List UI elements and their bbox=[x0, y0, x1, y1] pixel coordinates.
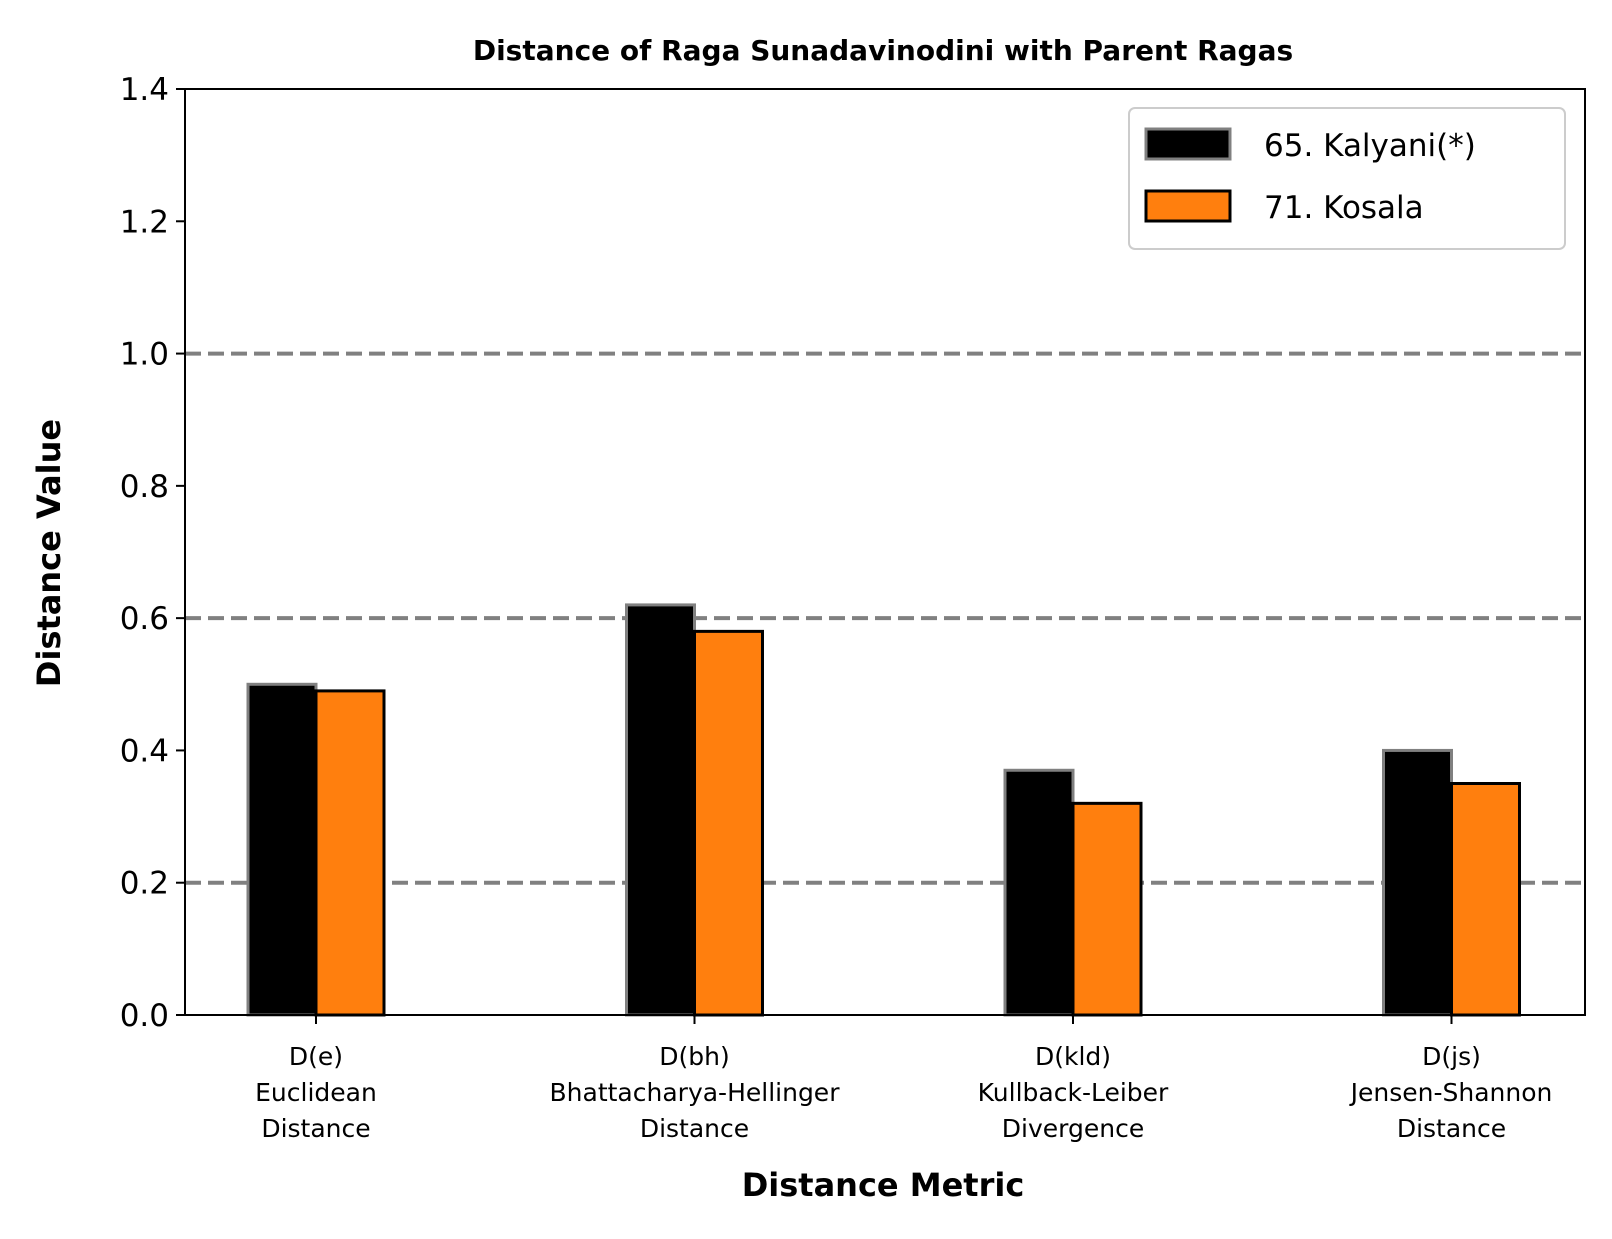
legend: 65. Kalyani(*) 71. Kosala bbox=[1128, 107, 1566, 250]
y-tick-label: 0.0 bbox=[120, 998, 169, 1034]
bar bbox=[1450, 782, 1521, 1017]
x-axis-label: Distance Metric bbox=[742, 1166, 1025, 1204]
bar bbox=[1003, 768, 1075, 1017]
bar bbox=[246, 682, 318, 1017]
bar bbox=[314, 689, 386, 1017]
y-tick-label: 0.2 bbox=[120, 866, 169, 902]
x-tick-label: D(kld) bbox=[1035, 1042, 1111, 1071]
x-tick-label: Euclidean bbox=[255, 1078, 377, 1107]
y-tick-label: 1.4 bbox=[120, 72, 169, 108]
legend-swatch bbox=[1144, 127, 1232, 161]
x-tick-label: Distance bbox=[640, 1114, 749, 1143]
x-tick-label: Kullback-Leiber bbox=[978, 1078, 1169, 1107]
bar bbox=[1382, 748, 1453, 1017]
axes-frame bbox=[184, 88, 1586, 1016]
legend-frame bbox=[1128, 107, 1566, 250]
x-tick-label: D(js) bbox=[1422, 1042, 1481, 1071]
plot-area: 0.0 0.2 0.4 0.6 0.8 1.0 1.2 1.4 D(e) Euclidean Dis… bbox=[120, 72, 1586, 1143]
x-tick-label: Distance bbox=[261, 1114, 370, 1143]
chart-title: Distance of Raga Sunadavinodini with Par… bbox=[473, 34, 1293, 67]
x-tick-label: Divergence bbox=[1002, 1114, 1144, 1143]
bar bbox=[1071, 801, 1143, 1017]
legend-label: 65. Kalyani(*) bbox=[1264, 128, 1476, 164]
x-tick-label: Distance bbox=[1397, 1114, 1506, 1143]
legend-swatch bbox=[1144, 189, 1232, 223]
bar bbox=[693, 629, 764, 1017]
x-tick-label: Jensen-Shannon bbox=[1349, 1078, 1553, 1107]
legend-label: 71. Kosala bbox=[1264, 190, 1424, 226]
y-tick-label: 1.2 bbox=[120, 204, 169, 240]
y-tick-label: 0.4 bbox=[120, 733, 169, 769]
y-tick-label: 1.0 bbox=[120, 337, 169, 373]
x-tick-label: Bhattacharya-Hellinger bbox=[550, 1078, 841, 1107]
y-axis-label: Distance Value bbox=[30, 419, 68, 687]
y-tick-label: 0.6 bbox=[120, 601, 169, 637]
x-tick-label: D(e) bbox=[289, 1042, 343, 1071]
x-tick-label: D(bh) bbox=[659, 1042, 729, 1071]
bar bbox=[625, 603, 696, 1017]
y-tick-label: 0.8 bbox=[120, 469, 169, 505]
